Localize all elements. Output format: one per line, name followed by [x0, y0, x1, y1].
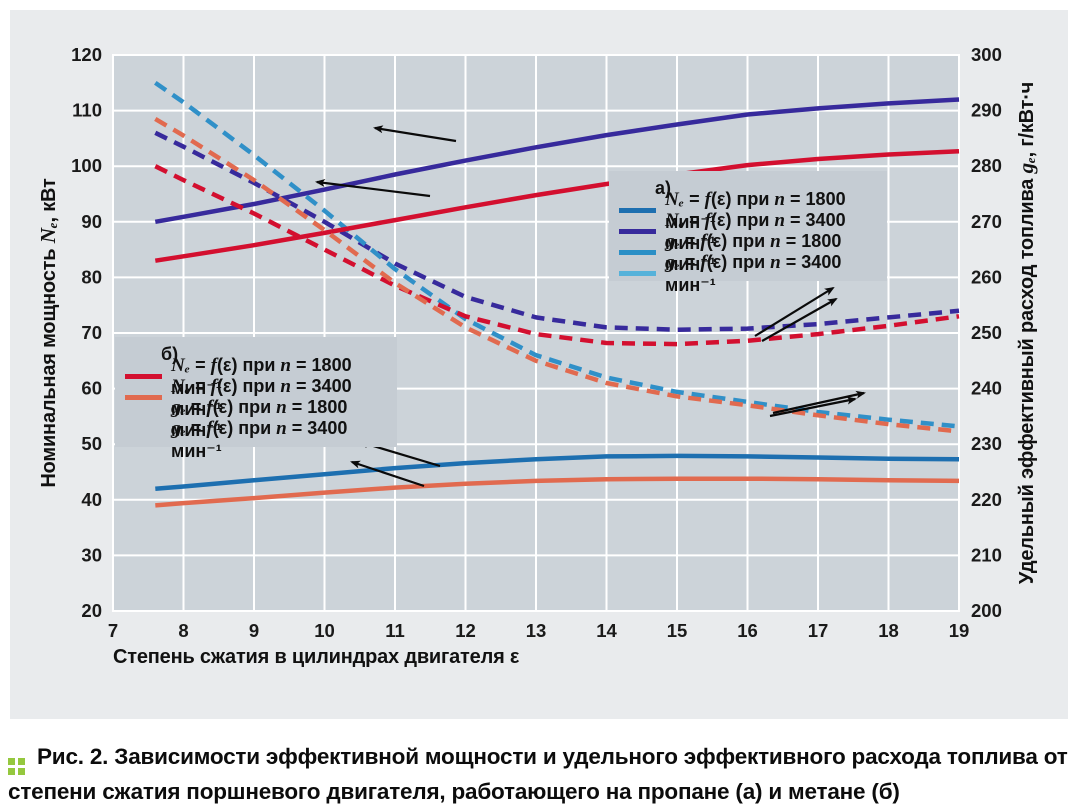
right-axis-tick-label: 290 [971, 100, 1002, 121]
series-ge-3400-propane [154, 80, 960, 429]
left-axis-tick-label: 110 [72, 100, 102, 121]
x-axis-tick-label: 11 [385, 620, 405, 641]
left-axis-tick-label: 50 [81, 433, 102, 454]
left-axis-tick-label: 70 [81, 322, 102, 343]
annotation-arrow [373, 125, 457, 143]
right-axis-tick-label: 240 [971, 378, 1002, 399]
series-ne-3400-methane [155, 476, 960, 508]
legend-entry-label: gₑ = f(ε) при n = 3400 мин⁻¹ [665, 252, 842, 295]
x-axis-tick-label: 15 [667, 620, 688, 641]
annotation-arrow [315, 179, 431, 198]
left-axis-tick-label: 20 [81, 600, 102, 621]
x-axis-title: Степень сжатия в цилиндрах двигателя ε [113, 646, 520, 668]
right-axis-tick-label: 250 [971, 322, 1002, 343]
legend-entry: gₑ = f(ε) при n = 1800 мин⁻¹ [609, 231, 887, 274]
right-axis-tick-label: 200 [971, 600, 1002, 621]
legend-entry-label: Nₑ = f(ε) при n = 3400 мин⁻¹ [665, 210, 846, 253]
left-axis-title: Номинальная мощность Nₑ, кВт [36, 178, 60, 488]
legend-title-b: б) [161, 344, 179, 364]
legend-swatch-solid [619, 229, 656, 234]
x-axis-tick-label: 16 [737, 620, 758, 641]
legend-entry-label: gₑ = f(ε) при n = 3400 мин⁻¹ [171, 418, 348, 461]
x-axis-tick-label: 14 [596, 620, 617, 641]
right-axis-title: Удельный эффективный расход топлива gₑ, … [1014, 81, 1038, 585]
x-axis-tick-label: 7 [108, 620, 118, 641]
x-axis-tick-label: 9 [249, 620, 259, 641]
right-axis-tick-label: 300 [971, 44, 1002, 65]
x-axis-tick-label: 13 [526, 620, 547, 641]
right-axis-tick-label: 280 [971, 155, 1002, 176]
right-axis-tick-label: 210 [971, 544, 1002, 565]
right-axis-tick-label: 260 [971, 266, 1002, 287]
x-axis-tick-label: 18 [878, 620, 899, 641]
legend-swatch-solid [125, 374, 162, 379]
legend-entry: Nₑ = f(ε) при n = 1800 мин⁻¹ [609, 189, 887, 232]
legend-entry-label: Nₑ = f(ε) при n = 3400 мин⁻¹ [171, 376, 352, 419]
legend-swatch-solid [619, 271, 656, 276]
series-ge-1800-propane [154, 130, 960, 332]
legend-swatch-solid [125, 395, 162, 400]
series-ne-3400-propane [154, 97, 960, 225]
right-axis-tick-label: 230 [971, 433, 1002, 454]
x-axis-tick-label: 19 [949, 620, 970, 641]
legend-entry-label: gₑ = f(ε) при n = 1800 мин⁻¹ [171, 397, 348, 440]
series-ge-3400-methane [154, 116, 960, 434]
left-axis-tick-label: 40 [81, 489, 102, 510]
legend-swatch-solid [619, 250, 656, 255]
legend-entry: Nₑ = f(ε) при n = 1800 мин⁻¹ [115, 355, 397, 398]
left-axis-tick-label: 90 [81, 211, 102, 232]
x-axis-tick-label: 17 [808, 620, 829, 641]
legend-swatch-solid [619, 208, 656, 213]
x-axis-tick-label: 10 [314, 620, 335, 641]
series-ge-1800-methane [154, 164, 960, 347]
left-axis-tick-label: 120 [71, 44, 102, 65]
annotation-arrow [769, 396, 857, 418]
annotation-arrow [350, 460, 425, 488]
annotation-arrow [761, 298, 838, 342]
legend-entry: gₑ = f(ε) при n = 1800 мин⁻¹ [115, 397, 397, 440]
series-ne-1800-methane [154, 148, 960, 263]
left-axis-tick-label: 80 [81, 266, 102, 287]
legend-swatch-dashed [125, 437, 162, 442]
legend-propane: а) Nₑ = f(ε) при n = 1800 мин⁻¹ Nₑ = f(ε) … [609, 171, 887, 295]
legend-title-a: а) [655, 178, 672, 198]
right-axis-tick-label: 270 [971, 211, 1002, 232]
figure-panel: 20 30 40 50 60 70 80 90 100 110 120 200 210 220 230 240… [10, 10, 1068, 719]
series-ne-1800-propane [155, 453, 960, 491]
x-axis-tick-label: 8 [178, 620, 188, 641]
legend-entry-label: Nₑ = f(ε) при n = 1800 мин⁻¹ [171, 355, 352, 398]
annotation-arrow [772, 390, 866, 415]
legend-entry: Nₑ = f(ε) при n = 3400 мин⁻¹ [609, 210, 887, 253]
figure-caption: Рис. 2. Зависимости эффективной мощности… [8, 740, 1072, 808]
figure-caption-text: Зависимости эффективной мощности и удель… [8, 744, 1068, 804]
figure-caption-label: Рис. 2. [37, 744, 109, 769]
left-axis-tick-label: 30 [81, 544, 102, 565]
legend-methane: б) Nₑ = f(ε) при n = 1800 мин⁻¹ Nₑ = f(ε) … [115, 337, 397, 461]
legend-entry: Nₑ = f(ε) при n = 3400 мин⁻¹ [115, 376, 397, 419]
legend-entry: gₑ = f(ε) при n = 3400 мин⁻¹ [609, 252, 887, 295]
left-axis-tick-label: 60 [81, 378, 102, 399]
legend-entry-label: gₑ = f(ε) при n = 1800 мин⁻¹ [665, 231, 842, 274]
legend-entry: gₑ = f(ε) при n = 3400 мин⁻¹ [115, 418, 397, 461]
left-axis-tick-label: 100 [71, 155, 102, 176]
x-axis-tick-label: 12 [455, 620, 476, 641]
right-axis-tick-label: 220 [971, 489, 1002, 510]
chart-plot: 20 30 40 50 60 70 80 90 100 110 120 200 210 220 230 240… [71, 44, 1002, 641]
figure-marker-icon [8, 758, 25, 775]
annotation-arrow [754, 286, 835, 337]
legend-swatch-dashed [125, 416, 162, 421]
legend-entry-label: Nₑ = f(ε) при n = 1800 мин⁻¹ [665, 189, 846, 232]
